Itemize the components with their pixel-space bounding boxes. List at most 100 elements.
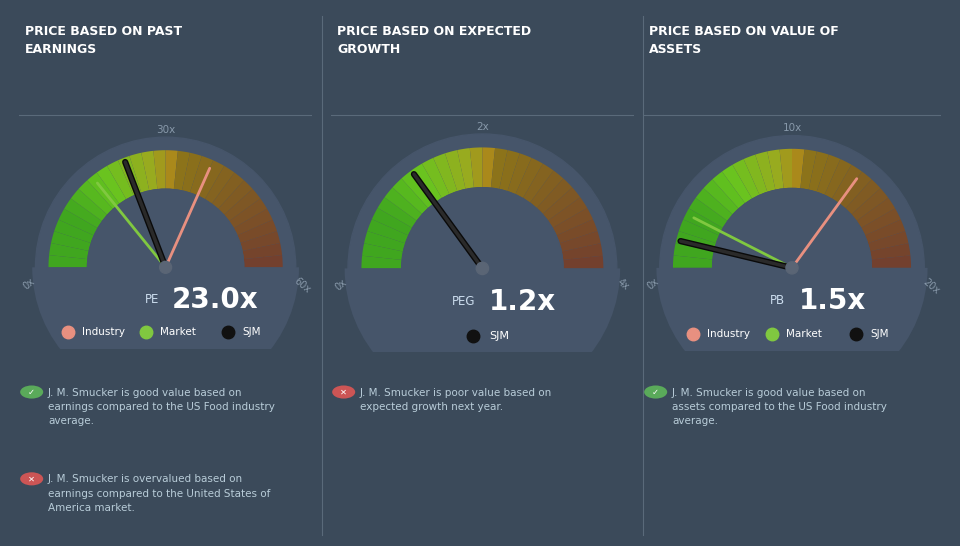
Wedge shape [362,243,403,260]
Circle shape [87,189,244,346]
Wedge shape [676,231,716,251]
Circle shape [666,142,918,394]
Text: Industry: Industry [83,328,125,337]
Text: J. M. Smucker is good value based on
earnings compared to the US Food industry
a: J. M. Smucker is good value based on ear… [48,388,275,426]
Wedge shape [130,153,150,193]
Wedge shape [491,148,508,189]
Text: SJM: SJM [871,329,889,339]
Text: PRICE BASED ON PAST
EARNINGS: PRICE BASED ON PAST EARNINGS [25,25,182,56]
Wedge shape [563,256,604,269]
Circle shape [644,385,667,399]
Wedge shape [839,171,872,209]
Text: SJM: SJM [489,330,509,341]
Circle shape [159,262,172,274]
Wedge shape [704,180,739,215]
Wedge shape [49,243,89,259]
Circle shape [87,189,244,346]
Circle shape [786,262,798,274]
Text: 1.2x: 1.2x [489,288,556,316]
Wedge shape [141,151,157,191]
Wedge shape [537,179,572,215]
Wedge shape [385,187,422,221]
Wedge shape [401,170,435,209]
Wedge shape [851,188,888,221]
Wedge shape [845,180,880,215]
Wedge shape [181,153,202,193]
Wedge shape [59,209,98,235]
Wedge shape [48,255,88,268]
Wedge shape [411,164,442,203]
Wedge shape [54,219,94,243]
Wedge shape [33,268,299,401]
Text: PRICE BASED ON EXPECTED
GROWTH: PRICE BASED ON EXPECTED GROWTH [337,25,532,56]
Text: ✕: ✕ [340,388,348,396]
Wedge shape [547,197,588,228]
Text: 0x: 0x [333,277,349,293]
Wedge shape [393,179,428,215]
Text: PB: PB [770,294,785,307]
Text: 0x: 0x [645,277,660,292]
Wedge shape [71,189,108,222]
Wedge shape [190,156,213,196]
Circle shape [712,188,872,347]
Text: PEG: PEG [452,295,475,308]
Wedge shape [64,199,103,228]
Wedge shape [756,151,776,192]
Text: PE: PE [145,293,159,306]
Wedge shape [368,219,409,244]
Wedge shape [530,170,564,209]
Wedge shape [861,209,900,235]
Wedge shape [211,173,244,209]
Circle shape [712,188,872,347]
Wedge shape [689,198,728,228]
Circle shape [476,262,489,275]
Wedge shape [482,147,495,188]
Wedge shape [233,209,273,235]
Wedge shape [97,166,127,204]
Circle shape [401,188,563,349]
Wedge shape [228,199,267,228]
Text: 10x: 10x [782,123,802,133]
Wedge shape [767,150,783,190]
Circle shape [20,472,43,485]
Wedge shape [79,180,113,215]
Circle shape [660,135,924,400]
Wedge shape [422,158,449,199]
Text: Industry: Industry [708,329,750,339]
Wedge shape [516,158,543,199]
Text: 2x: 2x [476,122,489,132]
Text: 20x: 20x [921,277,941,296]
Circle shape [20,385,43,399]
Wedge shape [377,197,418,228]
Wedge shape [433,153,458,195]
Wedge shape [154,150,165,189]
Wedge shape [871,256,911,268]
Wedge shape [198,161,225,200]
Wedge shape [165,150,178,189]
Text: 60x: 60x [292,276,312,295]
Wedge shape [240,231,280,251]
Wedge shape [372,208,413,235]
Wedge shape [118,156,141,196]
Wedge shape [817,155,840,195]
Wedge shape [825,159,852,199]
Wedge shape [674,243,714,259]
Wedge shape [51,231,91,251]
Wedge shape [831,165,862,204]
Wedge shape [696,188,733,221]
Wedge shape [722,165,753,204]
Wedge shape [808,151,828,192]
Circle shape [332,385,355,399]
Circle shape [36,137,296,397]
Wedge shape [712,171,745,209]
Wedge shape [237,219,277,243]
Text: 1.5x: 1.5x [799,287,866,315]
Circle shape [348,134,616,403]
Wedge shape [792,149,804,189]
Wedge shape [559,231,601,252]
Wedge shape [870,243,910,259]
Wedge shape [556,219,597,244]
Wedge shape [108,161,133,200]
Wedge shape [657,268,927,403]
Wedge shape [684,209,723,235]
